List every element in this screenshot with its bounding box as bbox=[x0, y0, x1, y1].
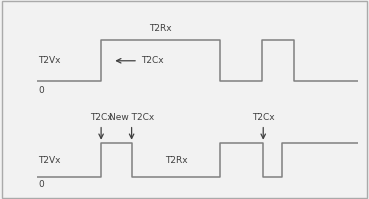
Text: 0: 0 bbox=[38, 180, 44, 189]
Text: T2Cx: T2Cx bbox=[90, 113, 113, 122]
Text: 0: 0 bbox=[38, 86, 44, 95]
Text: New T2Cx: New T2Cx bbox=[109, 113, 154, 122]
Text: T2Cx: T2Cx bbox=[252, 113, 275, 122]
Text: T2Rx: T2Rx bbox=[149, 24, 172, 33]
Text: T2Rx: T2Rx bbox=[165, 156, 188, 165]
Text: T2Cx: T2Cx bbox=[141, 56, 164, 65]
Text: T2Vx: T2Vx bbox=[38, 56, 61, 65]
Text: T2Vx: T2Vx bbox=[38, 156, 61, 165]
